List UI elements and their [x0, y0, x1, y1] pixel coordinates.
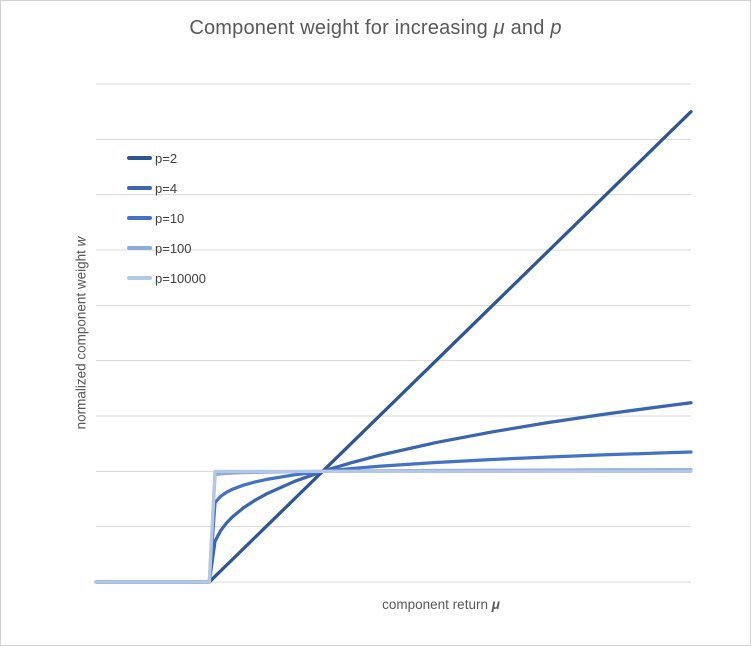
legend-line-swatch: [127, 276, 152, 280]
legend-line-swatch: [127, 186, 152, 190]
legend-label: p=2: [155, 150, 178, 166]
x-axis-label: component return μ: [382, 597, 500, 612]
legend-line-swatch: [127, 156, 152, 160]
x-axis-label-text: component return: [382, 597, 492, 612]
chart-title: Component weight for increasing μ and p: [1, 17, 750, 40]
legend-item: p=100: [127, 233, 206, 263]
legend-label: p=10: [155, 210, 185, 226]
x-axis-mu-symbol: μ: [491, 597, 500, 612]
chart-title-p-symbol: p: [550, 17, 562, 39]
legend-line-swatch: [127, 216, 152, 220]
legend-item: p=4: [127, 173, 206, 203]
series-line-p-100: [94, 468, 693, 584]
chart-title-text: Component weight for increasing: [189, 17, 494, 39]
chart-title-mu-symbol: μ: [493, 17, 505, 39]
chart-title-and: and: [504, 17, 551, 39]
legend-label: p=4: [155, 180, 178, 196]
legend-item: p=10000: [127, 263, 206, 293]
series-line-p-2: [94, 110, 693, 584]
y-axis-w-symbol: w: [73, 236, 89, 247]
legend-item: p=10: [127, 203, 206, 233]
legend-label: p=100: [155, 240, 192, 256]
legend-line-swatch: [127, 246, 152, 250]
series-line-p-4: [94, 401, 693, 584]
y-axis-label-text: normalized component weight: [73, 246, 89, 430]
series-line-p-10000: [94, 469, 693, 584]
legend-item: p=2: [127, 143, 206, 173]
y-axis-label: normalized component weight w: [74, 237, 89, 430]
legend: p=2 p=4 p=10 p=100 p=10000: [127, 143, 206, 293]
legend-label: p=10000: [155, 270, 206, 286]
series-line-p-10: [94, 450, 693, 584]
